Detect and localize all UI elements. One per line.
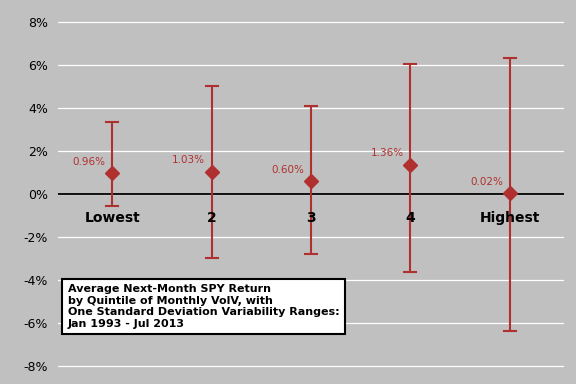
Text: 0.96%: 0.96% bbox=[73, 157, 105, 167]
Text: 4: 4 bbox=[406, 210, 415, 225]
Text: 0.60%: 0.60% bbox=[271, 165, 304, 175]
Text: 3: 3 bbox=[306, 210, 316, 225]
Text: Average Next-Month SPY Return
by Quintile of Monthly VolV, with
One Standard Dev: Average Next-Month SPY Return by Quintil… bbox=[68, 284, 339, 329]
Text: Lowest: Lowest bbox=[85, 210, 140, 225]
Text: 2: 2 bbox=[207, 210, 217, 225]
Text: 1.03%: 1.03% bbox=[172, 156, 204, 166]
Text: Highest: Highest bbox=[480, 210, 540, 225]
Text: 1.36%: 1.36% bbox=[370, 148, 403, 158]
Text: 0.02%: 0.02% bbox=[470, 177, 503, 187]
